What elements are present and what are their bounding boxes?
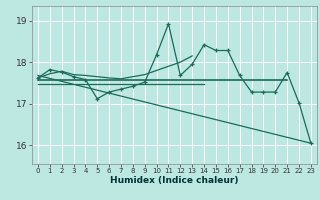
X-axis label: Humidex (Indice chaleur): Humidex (Indice chaleur) — [110, 176, 239, 185]
